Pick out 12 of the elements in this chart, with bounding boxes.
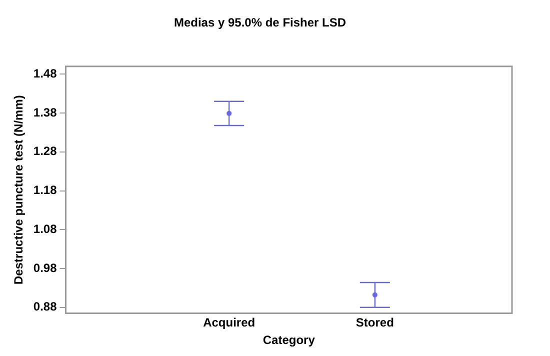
y-axis-title: Destructive puncture test (N/mm) [12, 95, 26, 284]
y-tick-label: 1.38 [33, 105, 58, 120]
y-tick-label: 0.98 [33, 260, 58, 275]
x-tick-label: Acquired [203, 316, 256, 330]
y-tick-label: 1.08 [33, 222, 58, 236]
y-tick-label: 1.18 [33, 183, 58, 198]
y-tick-label: 0.88 [33, 300, 58, 314]
y-tick-label: 1.28 [33, 144, 58, 158]
x-tick-label: Stored [356, 316, 394, 330]
chart-title: Medias y 95.0% de Fisher LSD [174, 16, 346, 30]
y-tick-label: 1.48 [33, 66, 58, 80]
x-axis-title: Category [262, 333, 316, 348]
